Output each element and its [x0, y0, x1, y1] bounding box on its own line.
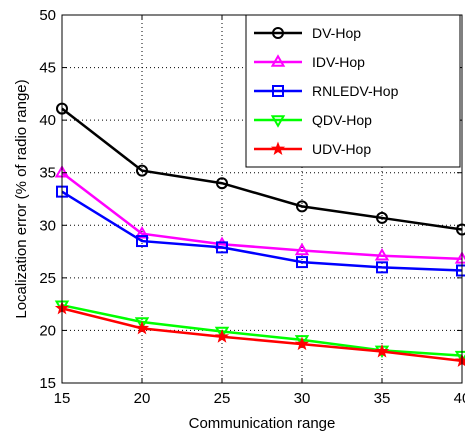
data-point — [296, 256, 308, 269]
data-point — [214, 326, 230, 340]
data-point — [214, 329, 230, 343]
data-point — [216, 241, 228, 254]
series-rnledv-hop — [56, 185, 465, 277]
data-point — [376, 261, 388, 274]
data-point — [216, 177, 228, 190]
legend-label: RNLEDV-Hop — [312, 83, 399, 99]
y-tick-label: 35 — [39, 165, 56, 182]
data-point — [376, 211, 388, 224]
series-line — [61, 303, 463, 357]
legend: DV-Hop IDV-Hop RNLEDV-Hop QDV-Hop UDV-Hop — [245, 14, 461, 168]
legend-label: QDV-Hop — [312, 112, 372, 128]
series-udv-hop — [54, 300, 465, 367]
y-tick-label: 15 — [39, 375, 56, 392]
data-point — [134, 225, 150, 239]
data-point — [272, 27, 284, 39]
data-point — [270, 115, 286, 128]
series-line — [61, 190, 463, 272]
data-point — [374, 248, 390, 261]
data-point — [270, 54, 286, 67]
data-point — [272, 85, 284, 97]
y-tick-label: 25 — [39, 270, 56, 287]
data-point — [136, 164, 148, 177]
data-point — [294, 336, 310, 351]
data-point — [296, 200, 308, 213]
legend-item: UDV-Hop — [254, 141, 371, 157]
legend-label: UDV-Hop — [312, 141, 371, 157]
y-tick-label: 50 — [39, 7, 56, 24]
x-tick-label: 15 — [54, 390, 71, 407]
data-point — [294, 335, 310, 348]
x-tick-label: 35 — [374, 390, 391, 407]
y-tick-label: 40 — [39, 112, 56, 129]
legend-item: DV-Hop — [254, 25, 361, 41]
y-tick-label: 45 — [39, 60, 56, 77]
data-point — [136, 235, 148, 248]
y-tick-label: 30 — [39, 217, 56, 234]
legend-label: DV-Hop — [312, 25, 361, 41]
legend-item: RNLEDV-Hop — [254, 83, 399, 99]
y-tick-label: 20 — [39, 322, 56, 339]
series-line — [61, 107, 463, 231]
x-tick-label: 25 — [214, 390, 231, 407]
legend-label: IDV-Hop — [312, 54, 365, 70]
x-tick-label: 30 — [294, 390, 311, 407]
x-tick-label: 20 — [134, 390, 151, 407]
x-axis-label: Communication range — [189, 415, 336, 432]
y-axis-label: Localization error (% of radio range) — [13, 79, 30, 318]
series-line — [61, 171, 463, 261]
series-line — [61, 307, 463, 363]
data-point — [374, 344, 390, 358]
data-point — [294, 242, 310, 256]
x-tick-label: 40 — [454, 390, 465, 407]
data-point — [134, 320, 150, 335]
data-point — [270, 141, 286, 156]
legend-item: IDV-Hop — [254, 54, 365, 70]
legend-item: QDV-Hop — [254, 112, 372, 128]
data-point — [134, 317, 150, 330]
